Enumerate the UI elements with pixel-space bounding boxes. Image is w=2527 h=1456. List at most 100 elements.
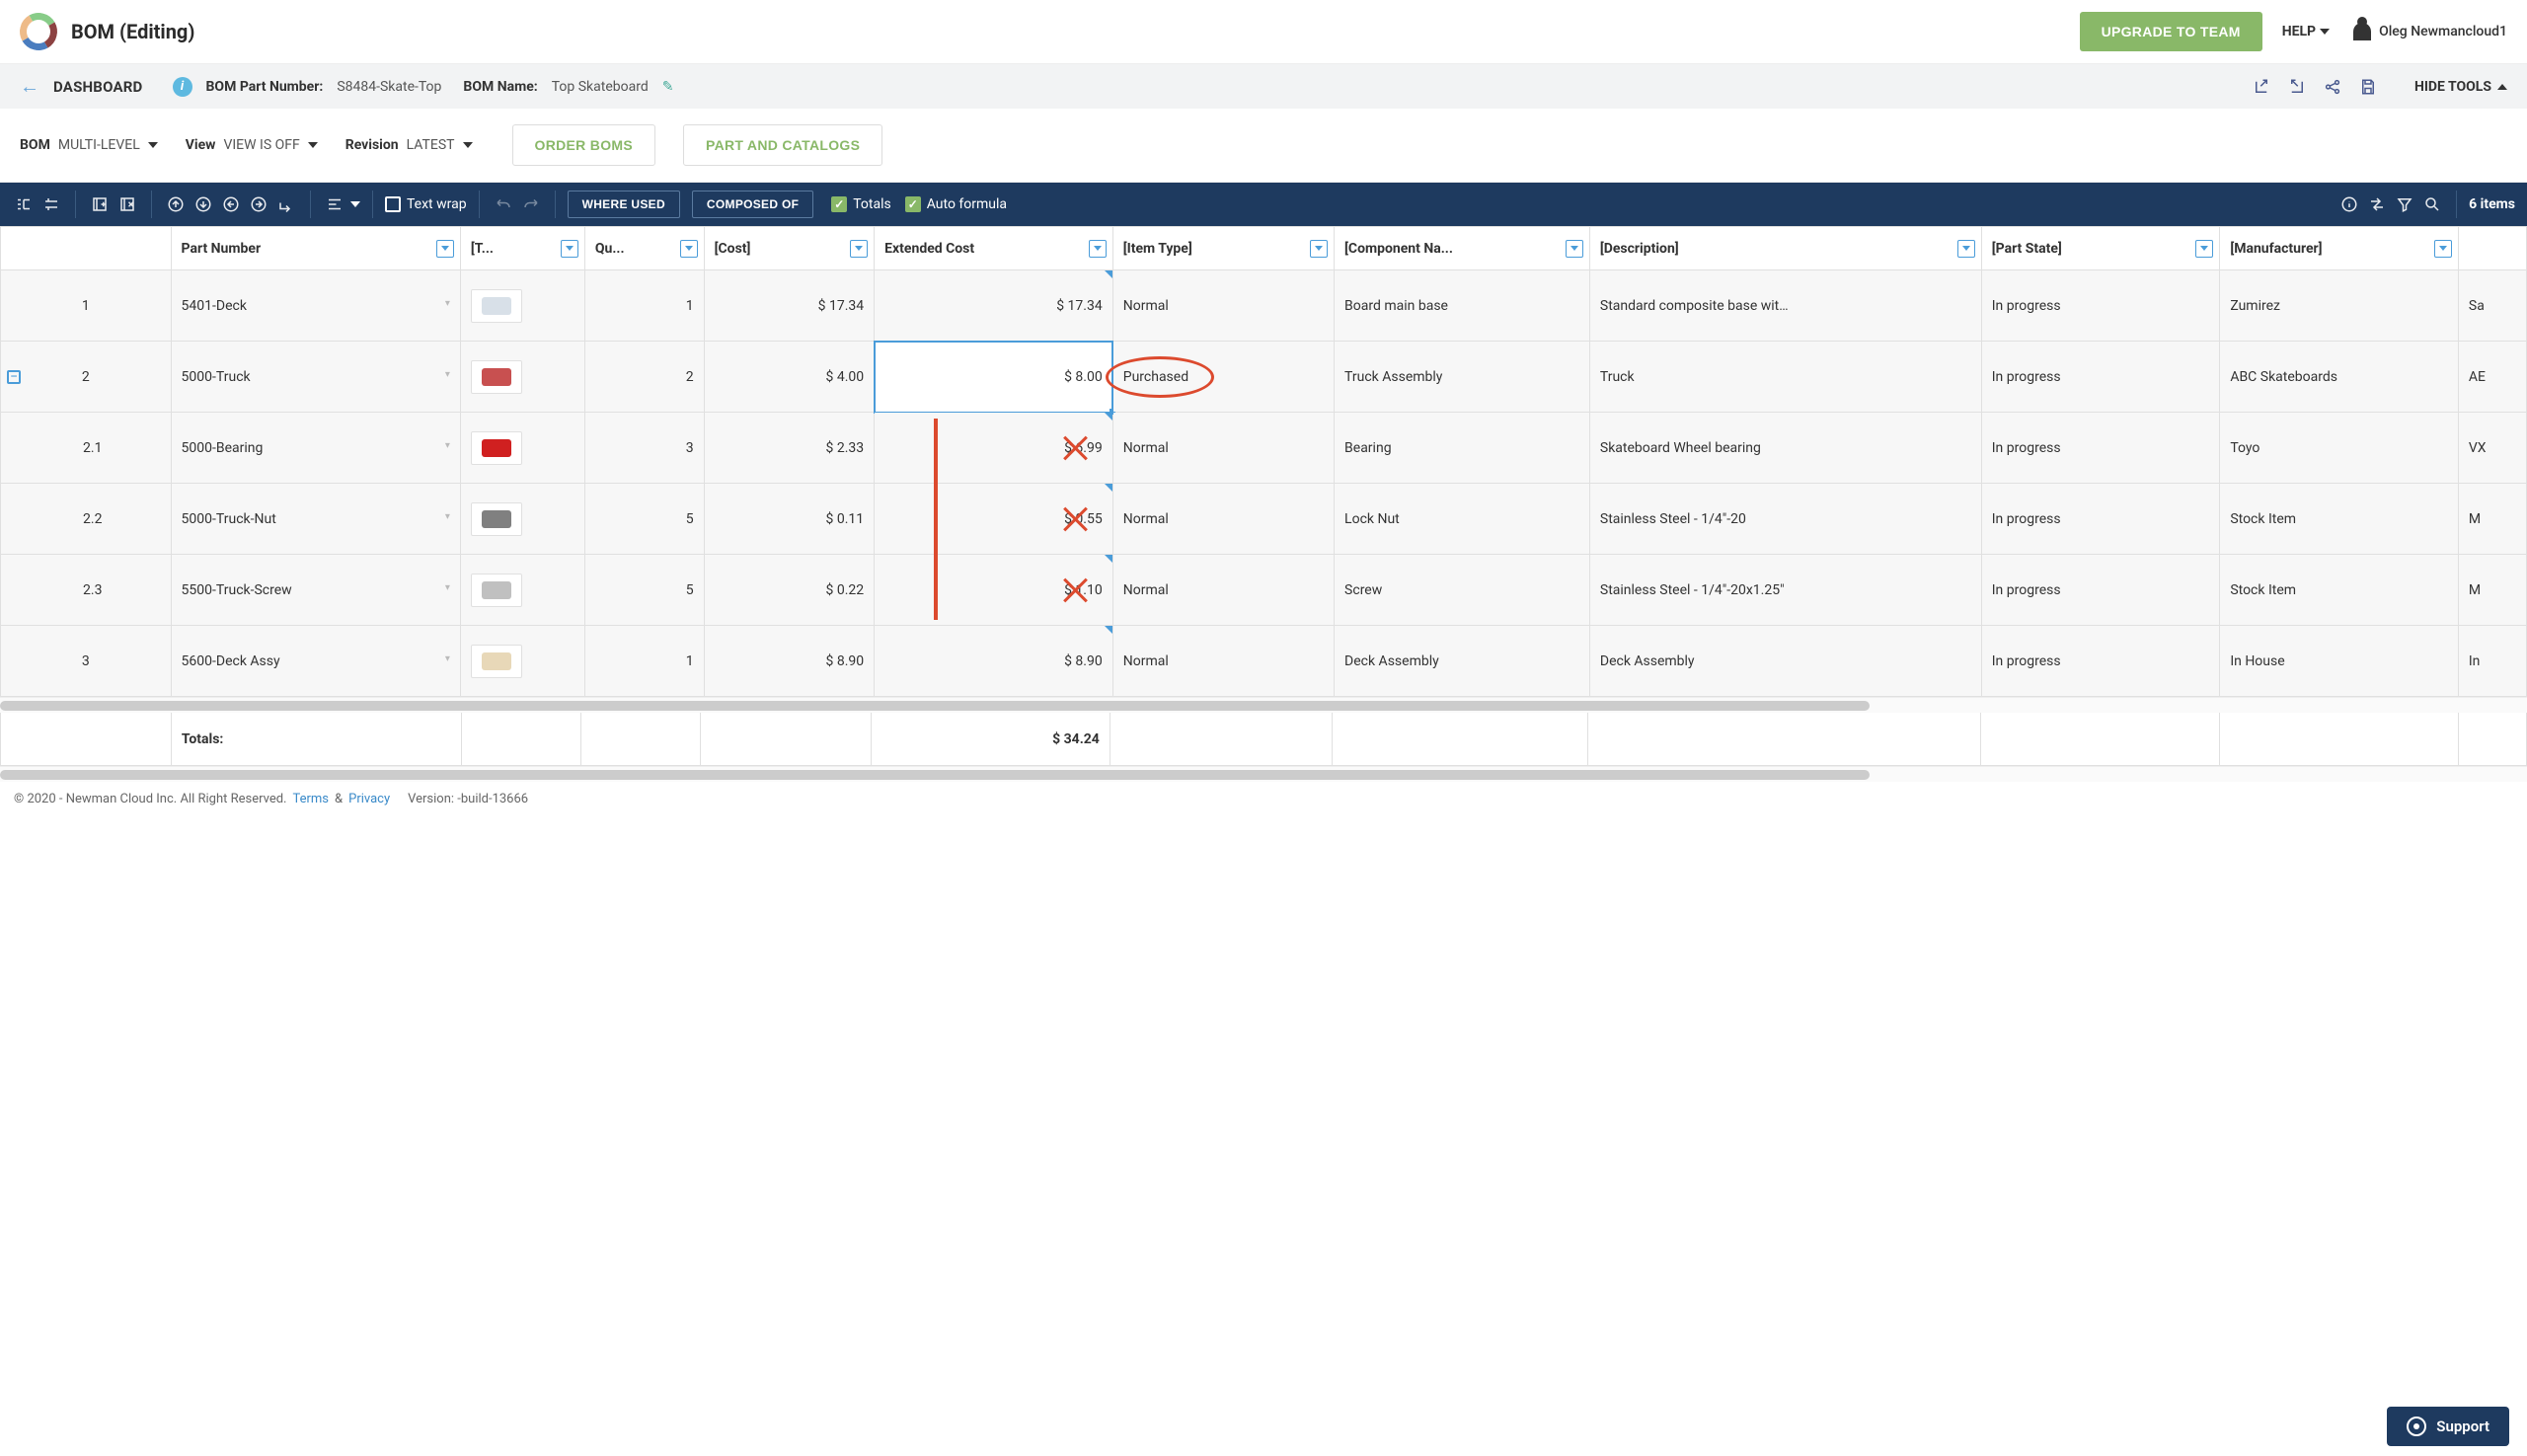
quantity-cell[interactable]: 5	[584, 484, 704, 555]
part-catalogs-button[interactable]: PART AND CATALOGS	[683, 124, 882, 166]
column-filter-icon[interactable]	[1957, 240, 1975, 258]
item-type-cell[interactable]: Normal	[1112, 484, 1334, 555]
part-state-cell[interactable]: In progress	[1981, 342, 2220, 413]
extended-cost-cell[interactable]: $ 17.34	[875, 270, 1113, 342]
row-index-cell[interactable]: 2.3	[1, 555, 172, 626]
order-boms-button[interactable]: ORDER BOMS	[512, 124, 655, 166]
description-cell[interactable]: Deck Assembly	[1589, 626, 1981, 697]
column-header[interactable]: [T...	[460, 227, 584, 270]
terms-link[interactable]: Terms	[292, 792, 329, 806]
item-type-cell[interactable]: Normal	[1112, 555, 1334, 626]
bom-level-dropdown[interactable]: BOM MULTI-LEVEL	[20, 137, 158, 153]
table-row[interactable]: 35600-Deck Assy▾1$ 8.90$ 8.90NormalDeck …	[1, 626, 2527, 697]
scroll-thumb[interactable]	[0, 701, 1870, 711]
dropdown-caret-icon[interactable]: ▾	[445, 582, 450, 593]
redo-icon[interactable]	[519, 192, 543, 216]
auto-formula-toggle[interactable]: Auto formula	[905, 196, 1007, 212]
column-header[interactable]: Extended Cost	[875, 227, 1113, 270]
item-type-cell[interactable]: Normal	[1112, 270, 1334, 342]
component-name-cell[interactable]: Bearing	[1335, 413, 1590, 484]
part-state-cell[interactable]: In progress	[1981, 484, 2220, 555]
arrow-right-circle-icon[interactable]	[247, 192, 270, 216]
horizontal-scrollbar-2[interactable]	[0, 766, 2527, 782]
component-name-cell[interactable]: Deck Assembly	[1335, 626, 1590, 697]
column-header[interactable]: [Cost]	[704, 227, 875, 270]
column-filter-icon[interactable]	[561, 240, 578, 258]
quantity-cell[interactable]: 2	[584, 342, 704, 413]
extra-cell[interactable]: Sa	[2458, 270, 2526, 342]
component-name-cell[interactable]: Screw	[1335, 555, 1590, 626]
quantity-cell[interactable]: 1	[584, 270, 704, 342]
extended-cost-cell[interactable]: $ 6.99	[875, 413, 1113, 484]
info-icon[interactable]: i	[173, 77, 192, 97]
description-cell[interactable]: Stainless Steel - 1/4"-20	[1589, 484, 1981, 555]
privacy-link[interactable]: Privacy	[348, 792, 390, 806]
row-index-cell[interactable]: 2.2	[1, 484, 172, 555]
quantity-cell[interactable]: 1	[584, 626, 704, 697]
part-number-cell[interactable]: 5000-Truck-Nut▾	[171, 484, 460, 555]
column-filter-icon[interactable]	[1310, 240, 1328, 258]
extra-cell[interactable]: M	[2458, 555, 2526, 626]
upgrade-button[interactable]: UPGRADE TO TEAM	[2080, 12, 2262, 51]
arrow-up-circle-icon[interactable]	[164, 192, 188, 216]
table-row[interactable]: 15401-Deck▾1$ 17.34$ 17.34NormalBoard ma…	[1, 270, 2527, 342]
caret-down-icon[interactable]	[350, 201, 360, 207]
column-header[interactable]	[1, 227, 172, 270]
view-dropdown[interactable]: View VIEW IS OFF	[186, 137, 318, 153]
component-name-cell[interactable]: Lock Nut	[1335, 484, 1590, 555]
extra-cell[interactable]: AE	[2458, 342, 2526, 413]
support-button[interactable]: Support	[2387, 1407, 2509, 1446]
table-row[interactable]: 2.15000-Bearing▾3$ 2.33$ 6.99NormalBeari…	[1, 413, 2527, 484]
component-name-cell[interactable]: Board main base	[1335, 270, 1590, 342]
help-menu[interactable]: HELP	[2282, 24, 2330, 39]
hide-tools-toggle[interactable]: HIDE TOOLS	[2414, 79, 2507, 95]
column-header[interactable]: [Item Type]	[1112, 227, 1334, 270]
totals-toggle[interactable]: Totals	[831, 196, 891, 212]
manufacturer-cell[interactable]: Zumirez	[2220, 270, 2459, 342]
dropdown-caret-icon[interactable]: ▾	[445, 369, 450, 380]
quantity-cell[interactable]: 3	[584, 413, 704, 484]
composed-of-button[interactable]: COMPOSED OF	[692, 191, 813, 218]
arrow-left-circle-icon[interactable]	[219, 192, 243, 216]
cost-cell[interactable]: $ 2.33	[704, 413, 875, 484]
share-icon[interactable]	[2324, 78, 2341, 96]
column-header[interactable]: [Description]	[1589, 227, 1981, 270]
part-state-cell[interactable]: In progress	[1981, 626, 2220, 697]
description-cell[interactable]: Standard composite base wit…	[1589, 270, 1981, 342]
description-cell[interactable]: Truck	[1589, 342, 1981, 413]
part-state-cell[interactable]: In progress	[1981, 555, 2220, 626]
where-used-button[interactable]: WHERE USED	[568, 191, 680, 218]
column-filter-icon[interactable]	[1566, 240, 1583, 258]
filter-icon[interactable]	[2393, 192, 2416, 216]
info-circle-icon[interactable]	[2337, 192, 2361, 216]
save-icon[interactable]	[2359, 78, 2377, 96]
export-icon[interactable]	[2288, 78, 2306, 96]
column-header[interactable]: Qu...	[584, 227, 704, 270]
column-filter-icon[interactable]	[1089, 240, 1107, 258]
collapse-icon[interactable]: −	[7, 370, 21, 384]
part-number-cell[interactable]: 5000-Bearing▾	[171, 413, 460, 484]
dropdown-caret-icon[interactable]: ▾	[445, 653, 450, 664]
part-number-cell[interactable]: 5000-Truck▾	[171, 342, 460, 413]
dropdown-caret-icon[interactable]: ▾	[445, 511, 450, 522]
column-filter-icon[interactable]	[850, 240, 868, 258]
column-header[interactable]: Part Number	[171, 227, 460, 270]
manufacturer-cell[interactable]: ABC Skateboards	[2220, 342, 2459, 413]
column-header[interactable]: [Component Na...	[1335, 227, 1590, 270]
extended-cost-cell[interactable]: $ 0.55	[875, 484, 1113, 555]
dashboard-link[interactable]: DASHBOARD	[53, 78, 143, 96]
row-index-cell[interactable]: −2	[1, 342, 172, 413]
add-column-icon[interactable]	[88, 192, 112, 216]
extra-cell[interactable]: In	[2458, 626, 2526, 697]
extended-cost-cell[interactable]: $ 8.90	[875, 626, 1113, 697]
arrow-down-circle-icon[interactable]	[191, 192, 215, 216]
component-name-cell[interactable]: Truck Assembly	[1335, 342, 1590, 413]
manufacturer-cell[interactable]: Stock Item	[2220, 555, 2459, 626]
undo-icon[interactable]	[492, 192, 515, 216]
item-type-cell[interactable]: Purchased	[1112, 342, 1334, 413]
remove-column-icon[interactable]	[115, 192, 139, 216]
table-row[interactable]: 2.35500-Truck-Screw▾5$ 0.22$ 1.10NormalS…	[1, 555, 2527, 626]
swap-icon[interactable]	[2365, 192, 2389, 216]
back-arrow-icon[interactable]: ←	[20, 74, 39, 99]
text-wrap-toggle[interactable]: Text wrap	[385, 196, 467, 212]
